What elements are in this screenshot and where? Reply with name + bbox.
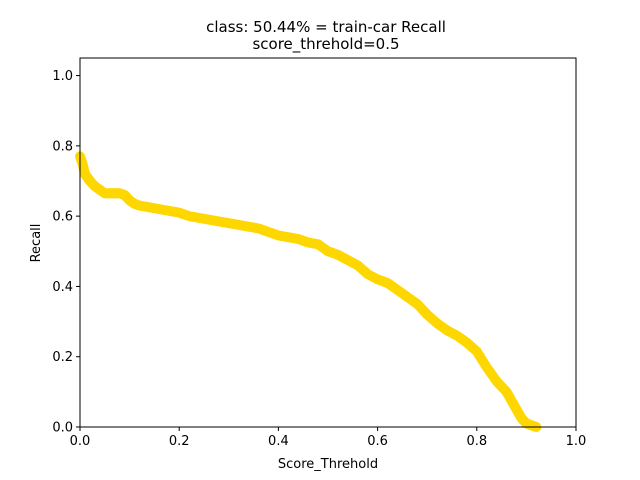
chart-title: class: 50.44% = train-car Recall <box>206 18 446 36</box>
data-points <box>75 151 542 432</box>
axis-ticks: 0.0 0.2 0.4 0.6 0.8 1.0 0.0 0.2 0.4 0.6 0.8 1.0 <box>52 69 586 449</box>
chart-subtitle: score_threhold=0.5 <box>252 35 399 54</box>
x-tick-label: 0.0 <box>70 434 91 449</box>
x-tick-label: 0.6 <box>367 434 388 449</box>
y-tick-label: 0.0 <box>52 421 73 436</box>
x-tick-label: 1.0 <box>566 434 587 449</box>
y-tick-label: 1.0 <box>52 69 73 84</box>
plot-frame <box>79 57 577 428</box>
x-tick-label: 0.2 <box>169 434 190 449</box>
y-tick-label: 0.4 <box>52 280 73 295</box>
x-tick-label: 0.8 <box>466 434 487 449</box>
y-tick-label: 0.8 <box>52 139 73 154</box>
y-axis-label: Recall <box>29 224 44 263</box>
y-tick-label: 0.2 <box>52 350 73 365</box>
x-tick-label: 0.4 <box>268 434 289 449</box>
y-tick-label: 0.6 <box>52 210 73 225</box>
x-axis-label: Score_Threhold <box>278 457 378 472</box>
